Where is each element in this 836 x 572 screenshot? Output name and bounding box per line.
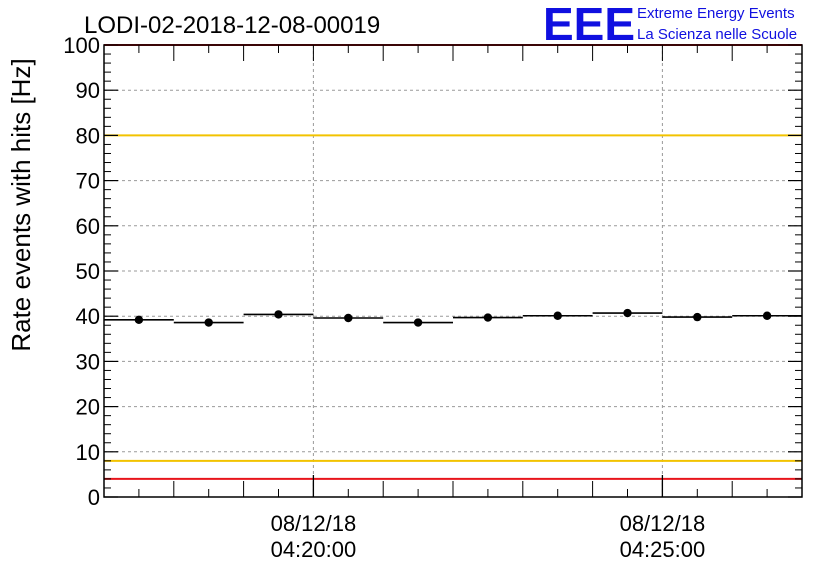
y-tick-label: 90 [76,78,100,103]
y-tick-label: 10 [76,440,100,465]
data-point [204,318,213,327]
y-tick-label: 60 [76,214,100,239]
data-point [274,310,283,319]
logo-line1: Extreme Energy Events [637,5,795,22]
x-tick-date: 08/12/18 [620,511,706,536]
data-point [553,311,562,320]
eee-logo: EEE Extreme Energy Events La Scienza nel… [543,0,797,50]
y-tick-label: 70 [76,169,100,194]
x-tick-date: 08/12/18 [271,511,357,536]
chart-title: LODI-02-2018-12-08-00019 [84,12,380,39]
grid-lines [104,45,802,497]
y-tick-labels: 0 10 20 30 40 50 60 70 80 90 100 [63,33,100,510]
data-point [762,311,772,320]
y-tick-label: 0 [88,485,100,510]
data-point [693,312,702,322]
axis-ticks [103,44,803,498]
y-tick-label: 80 [76,123,100,148]
data-point [344,313,353,323]
logo-mark: EEE [543,0,635,50]
y-tick-label: 20 [76,395,100,420]
data-points [104,308,802,327]
y-tick-label: 30 [76,349,100,374]
data-point [413,318,423,327]
logo-line2: La Scienza nelle Scuole [637,26,797,43]
y-tick-label: 50 [76,259,100,284]
reference-lines [104,44,802,480]
y-tick-label: 40 [76,304,100,329]
y-axis-title: Rate events with hits [Hz] [6,58,36,351]
data-point [623,308,632,318]
data-point [134,315,144,325]
x-tick-time: 04:25:00 [620,537,706,562]
x-tick-time: 04:20:00 [271,537,357,562]
data-point [483,313,493,322]
y-tick-label: 100 [63,33,100,58]
